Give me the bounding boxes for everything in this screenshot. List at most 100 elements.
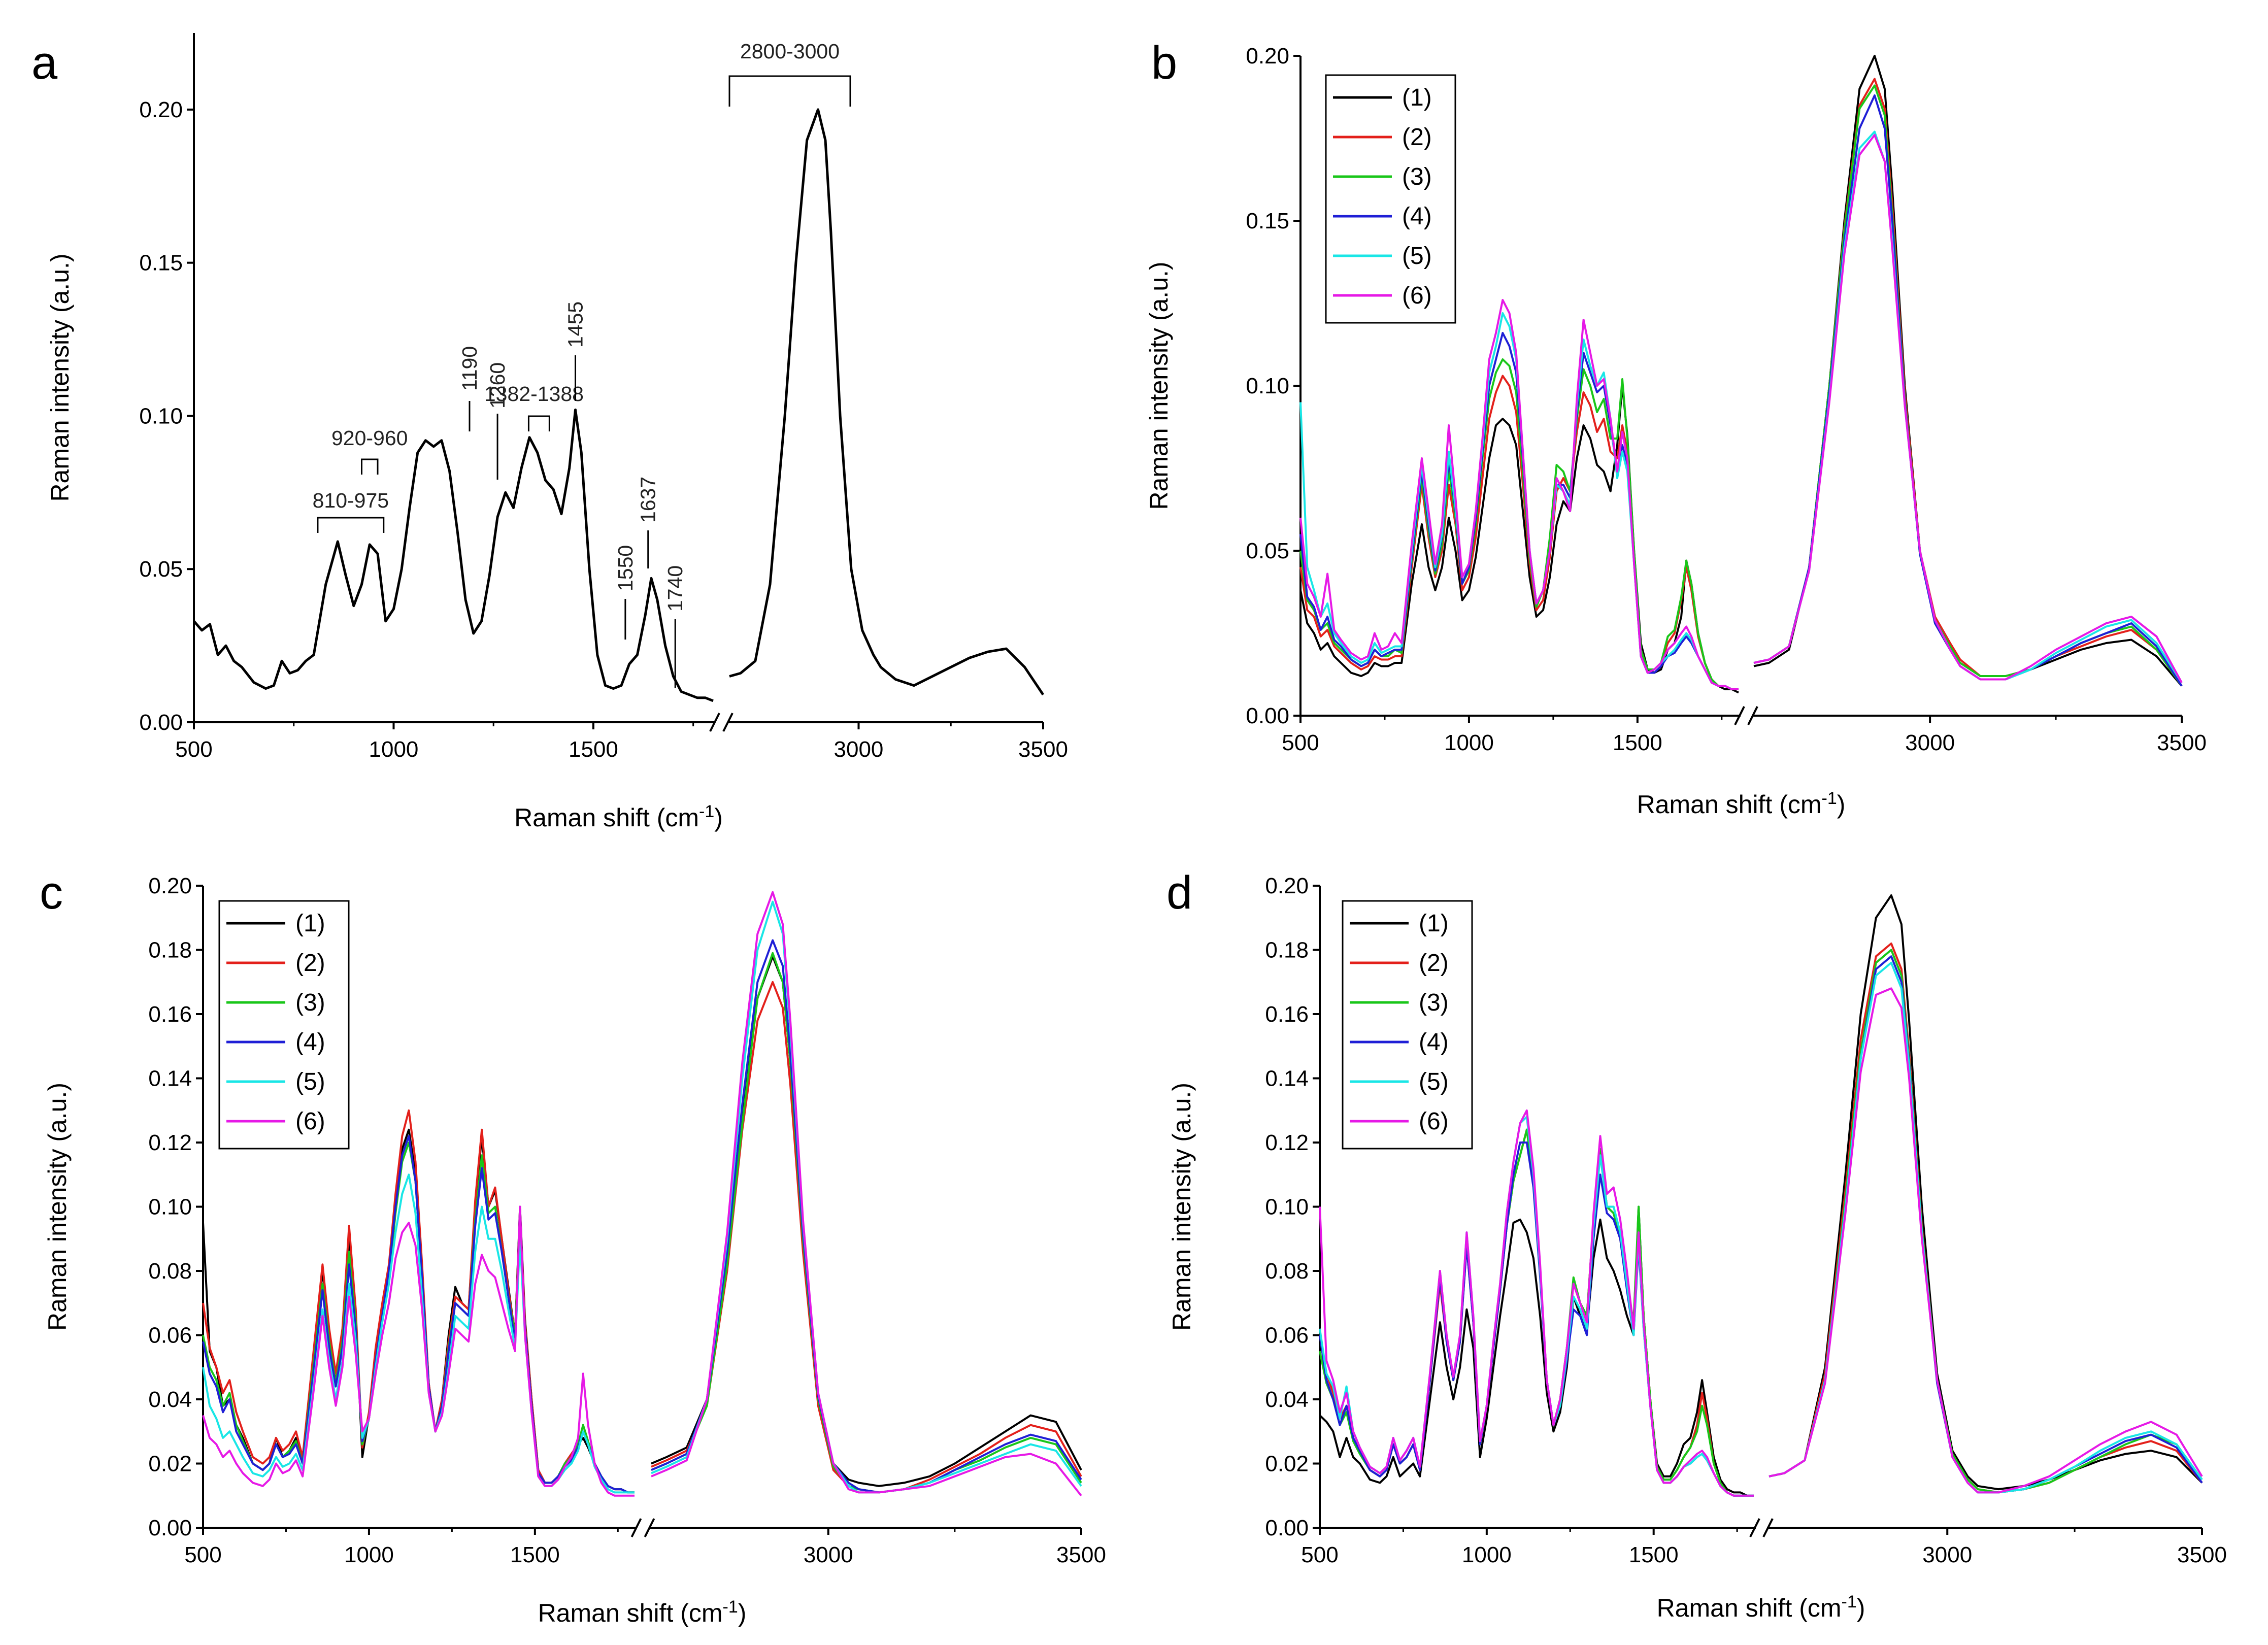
legend-label: (3) [1402,163,1432,190]
legend-label: (3) [295,989,325,1016]
y-tick-label: 0.04 [148,1387,192,1412]
x-tick-label: 3000 [804,1542,853,1567]
series-line-c-6-right [651,891,1082,1497]
y-tick-label: 0.20 [148,874,192,898]
y-tick-label: 0.20 [139,97,183,122]
axis-break-mark [722,713,733,732]
y-tick-label: 0.02 [1265,1452,1309,1476]
y-tick-label: 0.15 [1246,209,1289,233]
y-tick-label: 0.14 [1265,1066,1309,1091]
legend-label: (4) [295,1029,325,1056]
y-tick-label: 0.16 [148,1002,192,1027]
annotation-label: 1455 [564,301,587,348]
x-tick-label: 500 [1301,1542,1338,1567]
x-tick-label: 1500 [569,737,618,762]
y-tick-label: 0.20 [1246,44,1289,69]
panel-d: d 0.00 0.02 0.04 0.06 0.08 0.10 0.12 0.14 0.16 0.1… [1166,867,2227,1622]
legend-label: (4) [1419,1029,1449,1056]
x-tick-label: 1500 [1613,730,1662,755]
series-line-a-1-left [193,408,714,702]
annotation-bracket [361,458,379,475]
annotation-bracket [317,517,385,533]
y-tick-label: 0.00 [148,1516,192,1540]
y-tick-label: 0.02 [148,1452,192,1476]
series-line-a-1-right [729,108,1045,696]
series-line-c-1-left [202,1128,635,1494]
annotation-label: 920-960 [331,426,408,450]
legend-label: (6) [1402,282,1432,309]
series-line-b-6-right [1753,134,2183,683]
y-axis-label: Raman intensity (a.u.) [43,1083,72,1331]
legend-label: (2) [1419,950,1449,977]
legend-label: (3) [1419,989,1449,1016]
legend-label: (6) [295,1108,325,1135]
y-tick-label: 0.12 [1265,1130,1309,1155]
series-line-b-5-right [1753,130,2183,684]
axis-break-mark [1762,1518,1774,1537]
series-line-b-3-right [1753,84,2183,687]
series-line-c-4-right [651,939,1082,1494]
series-line-d-6-right [1769,987,2203,1494]
y-axis-label: Raman intensity (a.u.) [1145,261,1173,510]
y-tick-label: 0.00 [139,710,183,735]
legend-box [1325,74,1456,324]
axis-break-mark [1749,1518,1760,1537]
annotation-bracket [527,415,550,431]
annotation-label: 1382-1388 [484,382,584,406]
series-line-d-4-left [1319,1142,1754,1497]
y-tick-label: 0.05 [1246,539,1289,563]
legend-box [1342,900,1473,1150]
y-axis-label: Raman intensity (a.u.) [1168,1083,1196,1331]
legend-label: (1) [1419,910,1449,937]
y-tick-label: 0.10 [148,1195,192,1220]
y-tick-label: 0.08 [148,1259,192,1284]
x-tick-label: 500 [184,1542,221,1567]
x-tick-label: 1000 [344,1542,394,1567]
annotation-label: 2800-3000 [740,40,840,63]
series-line-d-2-right [1769,942,2203,1494]
y-tick-label: 0.16 [1265,1002,1309,1027]
y-tick-label: 0.10 [1246,374,1289,398]
series-line-c-2-right [651,981,1082,1494]
legend-label: (5) [1419,1068,1449,1095]
x-tick-label: 1500 [510,1542,560,1567]
legend-label: (1) [295,910,325,937]
y-tick-label: 0.08 [1265,1259,1309,1284]
x-tick-label: 1000 [369,737,419,762]
x-tick-label: 1000 [1444,730,1494,755]
axis-break-mark [644,1518,655,1537]
annotation-bracket [728,75,851,107]
series-line-c-5-right [651,900,1082,1494]
series-line-b-1-right [1753,55,2183,687]
series-line-d-1-left [1319,1205,1754,1497]
series-line-c-1-right [651,955,1082,1487]
series-line-c-3-right [651,952,1082,1494]
x-tick-label: 500 [175,737,212,762]
x-axis-label: Raman shift (cm-1) [514,802,723,832]
annotation-label: 1260 [486,362,509,409]
axis-break-mark [630,1518,642,1537]
series-line-d-4-right [1769,955,2203,1494]
series-line-b-4-right [1753,94,2183,687]
x-tick-label: 3500 [1056,1542,1106,1567]
x-axis-label: Raman shift (cm-1) [538,1597,747,1627]
panel-letter-c: c [40,867,63,919]
series-line-d-5-right [1769,961,2203,1494]
axis-break-mark [1747,706,1758,725]
series-line-d-3-right [1769,949,2203,1494]
panel-b: b 0.00 0.05 0.10 0.15 0.20 500 1000 1500 3000 3500… [1145,37,2207,819]
series-line-c-6-left [202,1205,635,1497]
x-tick-label: 3500 [2157,730,2207,755]
legend-label: (5) [1402,243,1432,270]
series-line-b-2-right [1753,78,2183,687]
x-axis-label: Raman shift (cm-1) [1657,1592,1865,1622]
legend-box [218,900,350,1150]
legend-label: (1) [1402,84,1432,111]
x-tick-label: 1500 [1629,1542,1679,1567]
x-axis-label: Raman shift (cm-1) [1637,789,1846,819]
annotation-label: 1190 [458,346,481,391]
panel-letter-d: d [1166,867,1192,919]
y-tick-label: 0.05 [139,557,183,582]
annotation-label: 1637 [637,477,660,523]
